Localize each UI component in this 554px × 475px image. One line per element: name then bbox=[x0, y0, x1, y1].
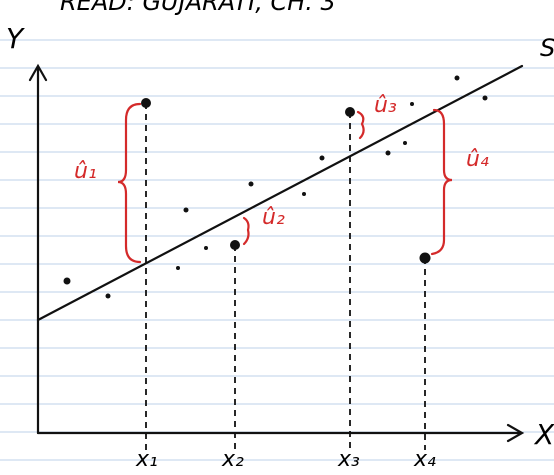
residual-braces bbox=[118, 104, 452, 262]
note: READ: GUJARATI, CH. 3 Y X S û₁ û₂ û₃ û₄ … bbox=[0, 0, 554, 475]
residual-label: û₄ bbox=[466, 147, 489, 172]
residual-label: û₂ bbox=[262, 205, 285, 230]
x-label: x₄ bbox=[413, 447, 436, 472]
residual-label: û₃ bbox=[374, 93, 397, 118]
y-axis-label: Y bbox=[6, 22, 25, 55]
points bbox=[64, 76, 488, 299]
residual-dashes bbox=[146, 103, 425, 450]
x-label: x₂ bbox=[221, 447, 244, 472]
axes bbox=[30, 66, 522, 441]
x-axis-label: X bbox=[533, 418, 554, 451]
line-label: S bbox=[540, 34, 554, 62]
x-label: x₁ bbox=[135, 447, 158, 472]
x-label: x₃ bbox=[337, 447, 360, 472]
ruled-lines bbox=[0, 40, 554, 460]
regression-line bbox=[38, 66, 522, 320]
header: READ: GUJARATI, CH. 3 bbox=[60, 0, 336, 16]
residual-label: û₁ bbox=[74, 159, 97, 184]
